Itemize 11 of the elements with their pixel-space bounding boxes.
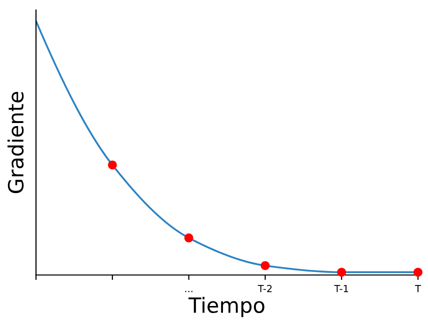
x-tick-label: T xyxy=(415,285,421,292)
point xyxy=(108,160,117,170)
x-tick-label: T-1 xyxy=(334,285,348,292)
point xyxy=(260,261,270,270)
x-tick-label: T-2 xyxy=(258,284,272,292)
x-axis-title: Tiempo xyxy=(188,296,264,318)
y-axis-title: Gradiente xyxy=(8,92,24,194)
point xyxy=(184,233,194,242)
point xyxy=(414,268,422,277)
x-tick-label: ... xyxy=(185,290,192,292)
point xyxy=(337,268,346,277)
